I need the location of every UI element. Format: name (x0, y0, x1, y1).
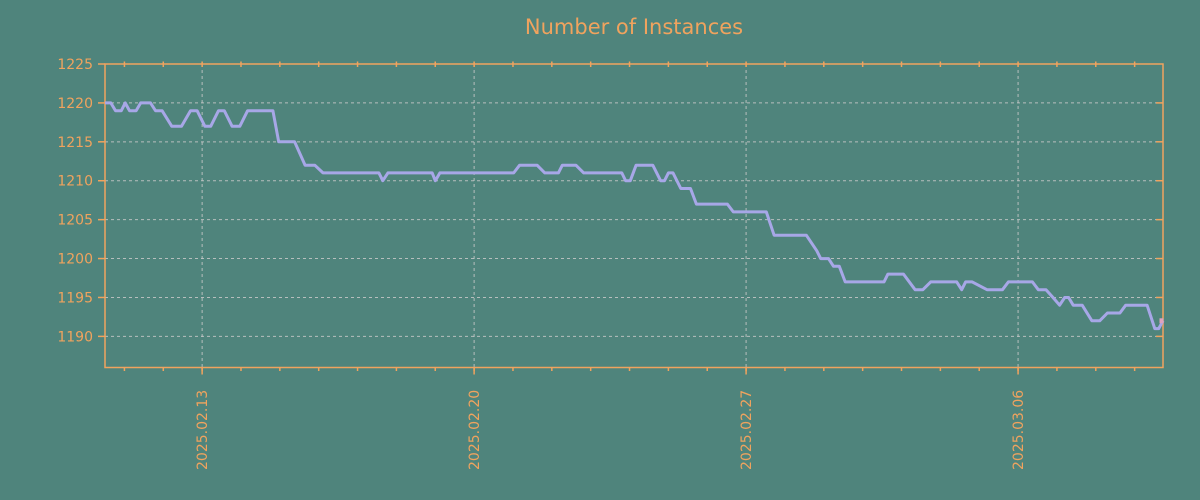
series-line (105, 101, 1165, 331)
series-endpoint-marker (1159, 318, 1164, 324)
y-tick-label: 1210 (57, 174, 93, 190)
chart-title: Number of Instances (524, 15, 744, 39)
y-tick-label: 1220 (57, 96, 93, 112)
y-tick-label: 1205 (57, 213, 93, 229)
x-tick-label: 2025.02.13 (195, 390, 211, 470)
y-tick-label: 1225 (57, 57, 93, 73)
y-tick-label: 1190 (57, 329, 93, 345)
plot-border (104, 63, 1164, 369)
x-tick-label: 2025.03.06 (1011, 390, 1027, 470)
y-tick-label: 1195 (57, 290, 93, 306)
x-tick-label: 2025.02.27 (739, 390, 755, 470)
x-tick-label: 2025.02.20 (467, 390, 483, 470)
y-tick-label: 1215 (57, 135, 93, 151)
y-tick-label: 1200 (57, 252, 93, 268)
